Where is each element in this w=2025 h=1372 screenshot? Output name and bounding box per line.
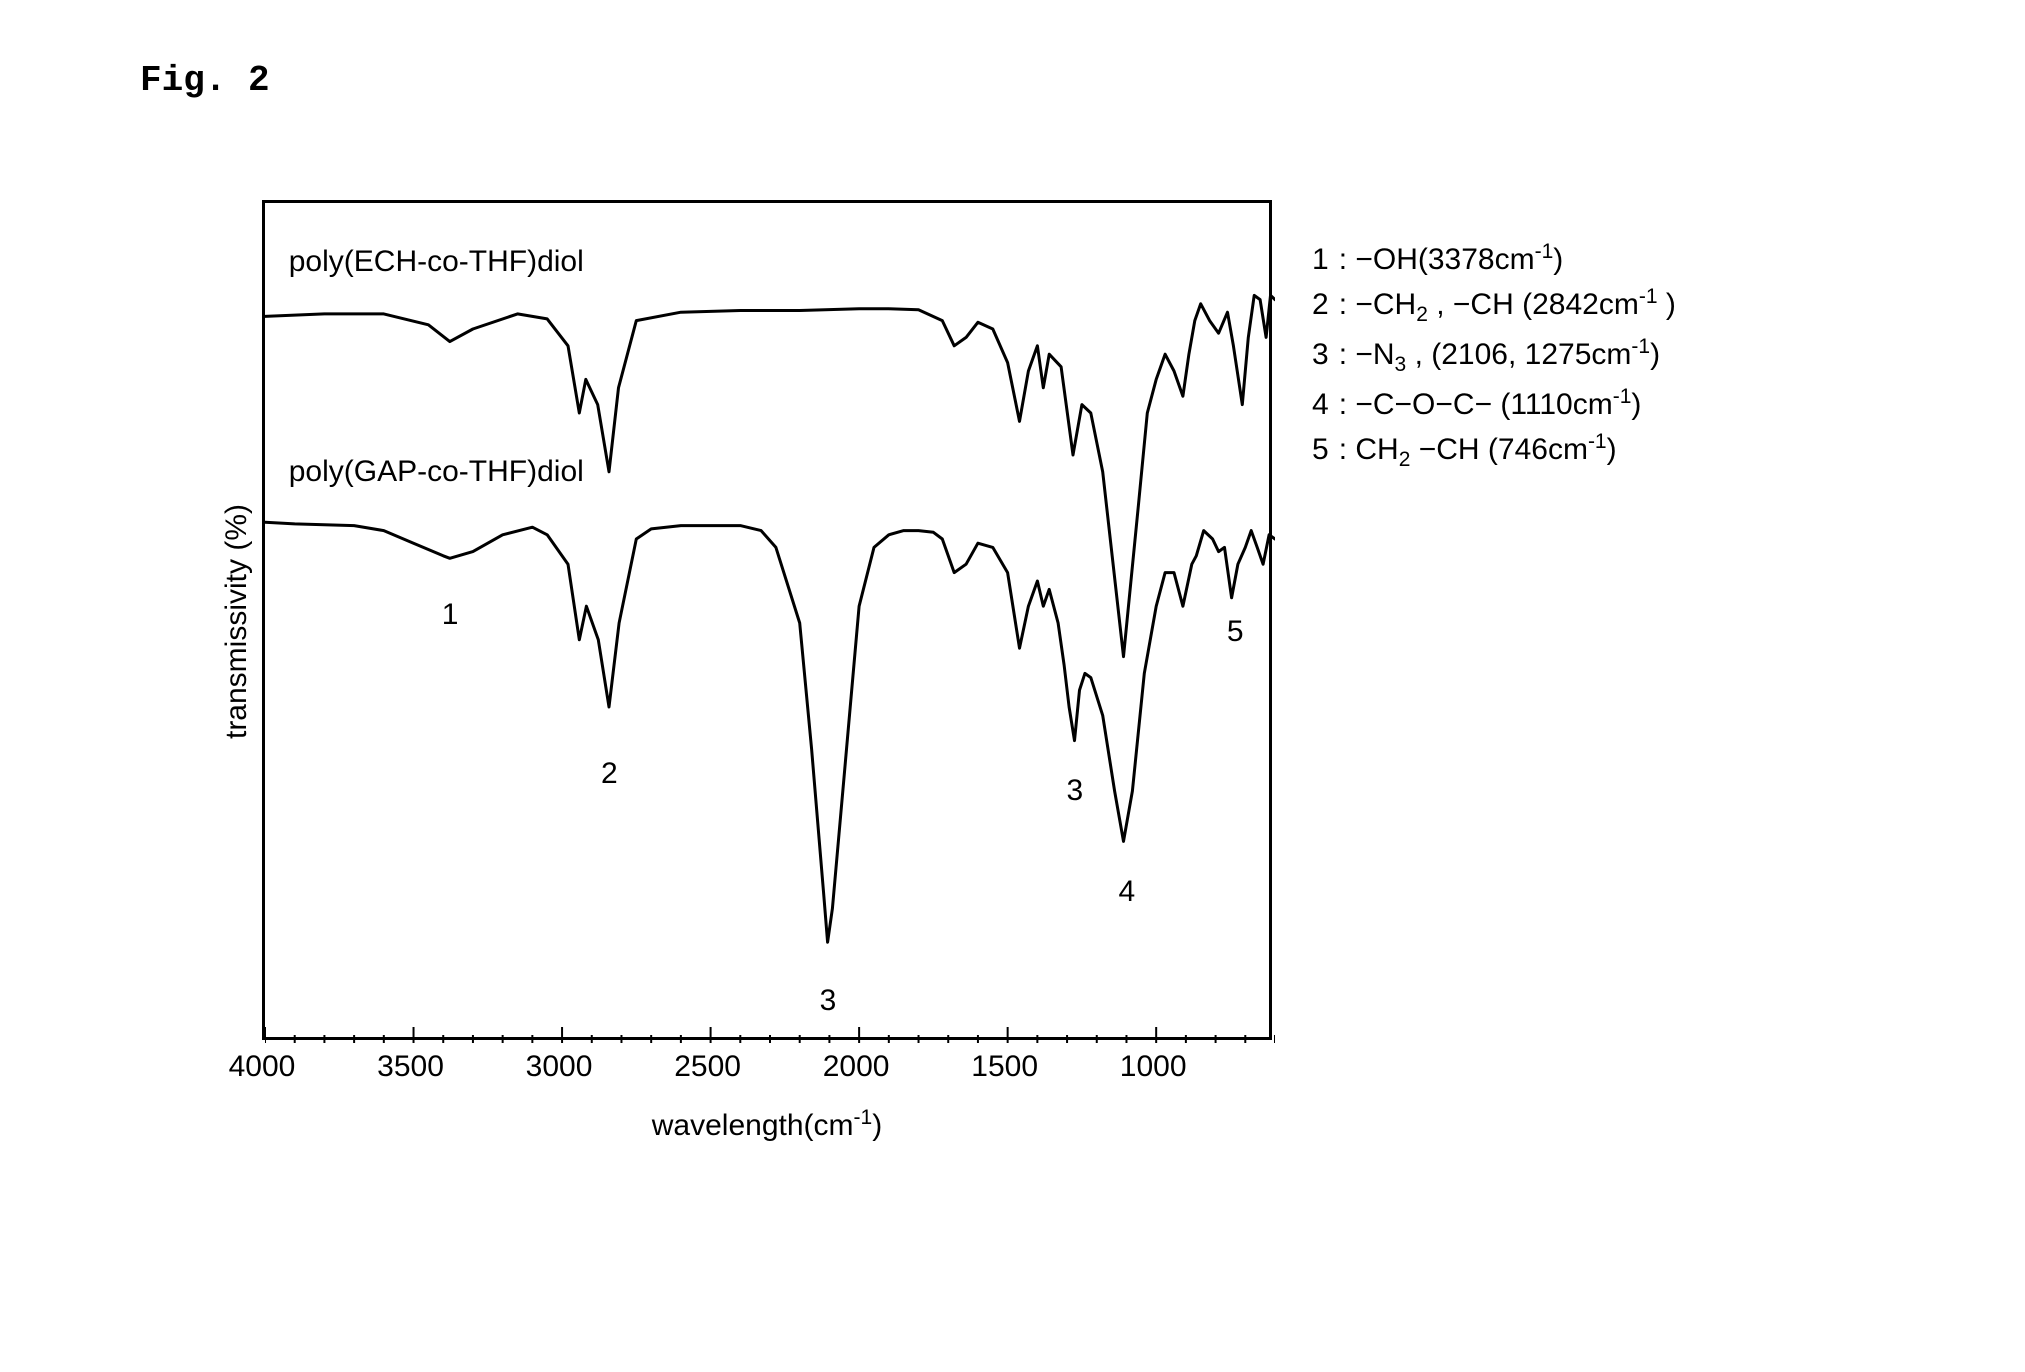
legend-item-number: 1 (1312, 243, 1329, 277)
x-tick-1000: 1000 (1120, 1050, 1187, 1084)
series-label-gap: poly(GAP-co-THF)diol (289, 455, 584, 489)
legend-item-text: : −CH2 , −CH (2842cm-1 ) (1339, 285, 1676, 327)
figure-number: Fig. 2 (140, 60, 270, 101)
peak-label-3: 3 (1066, 774, 1083, 808)
peak-label-3: 3 (820, 984, 837, 1018)
legend-item-text: : −N3 , (2106, 1275cm-1) (1339, 335, 1660, 377)
x-tick-1500: 1500 (971, 1050, 1038, 1084)
legend-item-5: 5 : CH2 −CH (746cm-1) (1312, 430, 1676, 472)
legend-item-text: : −OH(3378cm-1) (1339, 240, 1564, 277)
legend-item-text: : −C−O−C− (1110cm-1) (1339, 385, 1642, 422)
x-tick-4000: 4000 (229, 1050, 296, 1084)
x-axis-label-suffix: ) (872, 1109, 882, 1142)
x-tick-3000: 3000 (526, 1050, 593, 1084)
legend-item-number: 3 (1312, 338, 1329, 372)
peak-label-1: 1 (442, 598, 459, 632)
legend-item-number: 4 (1312, 388, 1329, 422)
ir-spectrum-chart (265, 203, 1275, 1043)
chart-plot-area: poly(ECH-co-THF)diol poly(GAP-co-THF)dio… (262, 200, 1272, 1040)
legend: 1 : −OH(3378cm-1) 2 : −CH2 , −CH (2842cm-… (1312, 240, 1676, 472)
y-axis-label: transmissivity (%) (220, 504, 254, 739)
x-axis-label: wavelength(cm-1) (652, 1106, 882, 1143)
peak-label-2: 2 (601, 757, 618, 791)
legend-item-number: 5 (1312, 433, 1329, 467)
x-tick-2000: 2000 (823, 1050, 890, 1084)
legend-item-2: 2 : −CH2 , −CH (2842cm-1 ) (1312, 285, 1676, 327)
x-axis-label-text: wavelength(cm (652, 1109, 854, 1142)
legend-item-1: 1 : −OH(3378cm-1) (1312, 240, 1676, 277)
page-root: Fig. 2 transmissivity (%) poly(ECH-co-TH… (40, 40, 1985, 1332)
x-axis-tick-labels: 4000350030002500200015001000 (262, 1040, 1272, 1090)
peak-label-5: 5 (1227, 615, 1244, 649)
legend-item-4: 4 : −C−O−C− (1110cm-1) (1312, 385, 1676, 422)
main-layout: transmissivity (%) poly(ECH-co-THF)diol … (220, 200, 1676, 1143)
x-tick-2500: 2500 (674, 1050, 741, 1084)
x-axis-label-super: -1 (854, 1106, 873, 1129)
legend-item-3: 3 : −N3 , (2106, 1275cm-1) (1312, 335, 1676, 377)
series-label-ech: poly(ECH-co-THF)diol (289, 245, 584, 279)
peak-label-4: 4 (1118, 875, 1135, 909)
legend-item-text: : CH2 −CH (746cm-1) (1339, 430, 1617, 472)
plot-column: poly(ECH-co-THF)diol poly(GAP-co-THF)dio… (262, 200, 1272, 1143)
x-tick-3500: 3500 (377, 1050, 444, 1084)
legend-item-number: 2 (1312, 288, 1329, 322)
